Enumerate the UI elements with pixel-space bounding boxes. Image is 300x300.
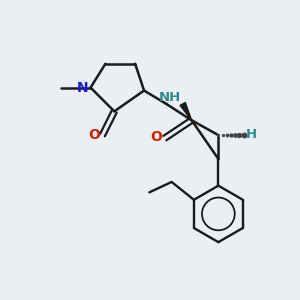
Polygon shape — [180, 103, 192, 120]
Text: O: O — [88, 128, 100, 142]
Text: N: N — [76, 81, 88, 94]
Text: H: H — [245, 128, 256, 141]
Text: O: O — [151, 130, 163, 144]
Text: NH: NH — [159, 91, 181, 104]
